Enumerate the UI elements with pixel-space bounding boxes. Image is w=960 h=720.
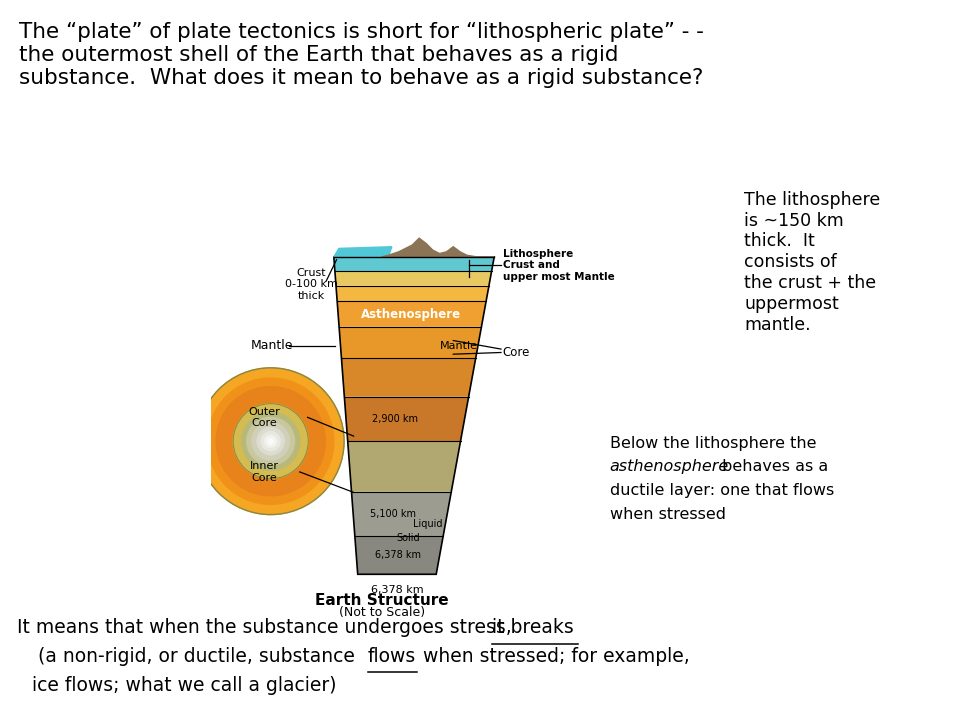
Circle shape	[242, 412, 300, 470]
Text: 5,100 km: 5,100 km	[371, 509, 417, 519]
Circle shape	[257, 428, 284, 455]
Circle shape	[201, 372, 341, 511]
Text: (Not to Scale): (Not to Scale)	[339, 606, 424, 618]
Polygon shape	[382, 238, 494, 257]
Polygon shape	[355, 536, 444, 575]
Text: Crust
0-100 km
thick: Crust 0-100 km thick	[285, 268, 338, 301]
Circle shape	[252, 423, 290, 460]
Polygon shape	[334, 257, 494, 271]
Polygon shape	[348, 441, 461, 492]
Text: ice flows; what we call a glacier): ice flows; what we call a glacier)	[32, 676, 336, 695]
Text: It means that when the substance undergoes stress,: It means that when the substance undergo…	[17, 618, 518, 637]
Polygon shape	[335, 271, 492, 286]
Text: The lithosphere
is ~150 km
thick.  It
consists of
the crust + the
uppermost
mant: The lithosphere is ~150 km thick. It con…	[744, 191, 880, 333]
Circle shape	[247, 418, 295, 465]
Text: Mantle: Mantle	[252, 339, 294, 352]
Polygon shape	[334, 247, 392, 257]
Text: 6,378 km: 6,378 km	[371, 585, 423, 595]
Text: Mantle: Mantle	[440, 341, 478, 351]
Text: Core: Core	[503, 346, 530, 359]
Text: ductile layer: one that flows: ductile layer: one that flows	[610, 483, 834, 498]
Text: Below the lithosphere the: Below the lithosphere the	[610, 436, 816, 451]
Text: Lithosphere
Crust and
upper most Mantle: Lithosphere Crust and upper most Mantle	[503, 249, 614, 282]
Text: flows: flows	[368, 647, 416, 666]
Circle shape	[268, 438, 274, 444]
Circle shape	[207, 378, 334, 504]
Circle shape	[198, 368, 344, 515]
Text: Inner
Core: Inner Core	[250, 461, 278, 482]
Polygon shape	[342, 359, 475, 397]
Circle shape	[265, 436, 276, 447]
Text: Asthenosphere: Asthenosphere	[361, 307, 461, 320]
Circle shape	[261, 432, 280, 451]
Text: (a non-rigid, or ductile, substance: (a non-rigid, or ductile, substance	[32, 647, 361, 666]
Text: asthenosphere: asthenosphere	[610, 459, 729, 474]
Text: 2,900 km: 2,900 km	[372, 414, 418, 424]
Circle shape	[216, 387, 325, 496]
Polygon shape	[351, 492, 451, 536]
Text: it breaks: it breaks	[492, 618, 573, 637]
Text: when stressed; for example,: when stressed; for example,	[417, 647, 689, 666]
Polygon shape	[336, 286, 489, 302]
Text: behaves as a: behaves as a	[717, 459, 828, 474]
Circle shape	[233, 404, 308, 479]
Text: 6,378 km: 6,378 km	[375, 550, 421, 560]
Polygon shape	[339, 327, 482, 359]
Text: when stressed: when stressed	[610, 507, 726, 522]
Polygon shape	[337, 302, 486, 327]
Text: Earth Structure: Earth Structure	[315, 593, 448, 608]
Polygon shape	[345, 397, 468, 441]
Text: Outer
Core: Outer Core	[248, 407, 279, 428]
Text: Liquid: Liquid	[413, 519, 443, 529]
Text: Solid: Solid	[396, 534, 420, 543]
Text: The “plate” of plate tectonics is short for “lithospheric plate” - -
the outermo: The “plate” of plate tectonics is short …	[19, 22, 704, 88]
